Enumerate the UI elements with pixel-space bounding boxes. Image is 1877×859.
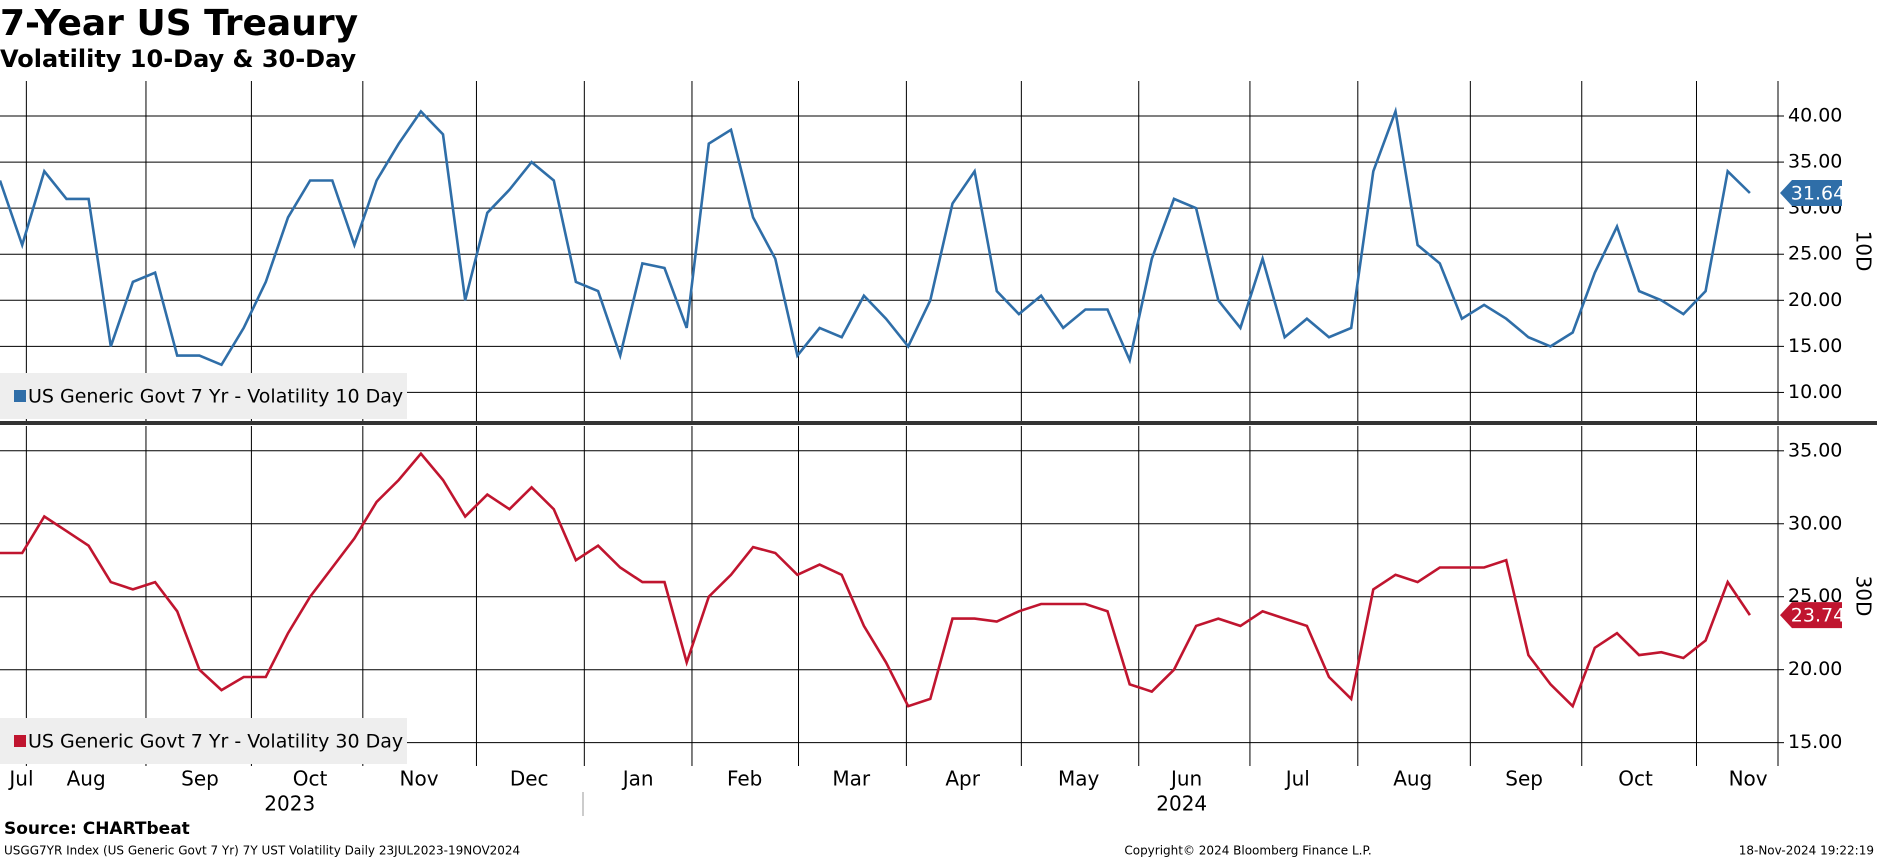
x-tick-label: Nov	[400, 767, 439, 791]
legend-label: US Generic Govt 7 Yr - Volatility 30 Day	[28, 731, 403, 753]
x-tick-label: Aug	[1393, 767, 1432, 791]
legend-box	[0, 373, 407, 419]
legend-label: US Generic Govt 7 Yr - Volatility 10 Day	[28, 386, 403, 408]
last-value-tag	[1780, 180, 1842, 207]
y-tick-label: 10.00	[1788, 381, 1842, 403]
x-tick-label: Feb	[727, 767, 762, 791]
x-tick-label: Dec	[510, 767, 549, 791]
x-tick-label: Jun	[1169, 767, 1202, 791]
x-tick-label: Aug	[67, 767, 106, 791]
chart-subtitle: Volatility 10-Day & 30-Day	[0, 45, 357, 73]
x-tick-label: Jul	[1284, 767, 1310, 791]
x-tick-label: Apr	[945, 767, 980, 791]
y-tick-label: 15.00	[1788, 335, 1842, 357]
x-tick-label: Jul	[7, 767, 33, 791]
x-tick-label: Oct	[293, 767, 328, 791]
footer-left: USGG7YR Index (US Generic Govt 7 Yr) 7Y …	[4, 844, 520, 858]
y-tick-label: 15.00	[1788, 731, 1842, 753]
y-axis-label: 10D	[1852, 231, 1876, 272]
source: Source: CHARTbeat	[4, 819, 190, 839]
legend-swatch	[14, 390, 26, 402]
last-value-label: 31.64	[1791, 183, 1845, 205]
y-tick-label: 20.00	[1788, 658, 1842, 680]
last-value-tag	[1780, 602, 1842, 629]
y-tick-label: 35.00	[1788, 439, 1842, 461]
x-tick-label: Sep	[181, 767, 219, 791]
line-series	[0, 106, 1751, 367]
y-tick-label: 30.00	[1788, 512, 1842, 534]
y-tick-label: 25.00	[1788, 585, 1842, 607]
legend-box	[0, 718, 407, 764]
x-tick-label: Mar	[832, 767, 871, 791]
last-value-label: 23.74	[1791, 605, 1845, 627]
year-label: 2024	[1156, 792, 1207, 816]
x-tick-label: May	[1058, 767, 1100, 791]
x-tick-label: Nov	[1729, 767, 1768, 791]
y-tick-label: 40.00	[1788, 105, 1842, 127]
x-tick-label: Sep	[1505, 767, 1543, 791]
chart-title: 7-Year US Treaury	[0, 3, 358, 44]
y-tick-label: 35.00	[1788, 151, 1842, 173]
x-tick-label: Oct	[1618, 767, 1653, 791]
y-axis-label: 30D	[1852, 576, 1876, 617]
line-series	[0, 451, 1751, 709]
x-tick-label: Jan	[621, 767, 654, 791]
y-tick-label: 25.00	[1788, 243, 1842, 265]
y-tick-label: 20.00	[1788, 289, 1842, 311]
footer-right: 18-Nov-2024 19:22:19	[1739, 844, 1874, 858]
footer-center: Copyright© 2024 Bloomberg Finance L.P.	[1124, 844, 1371, 858]
year-label: 2023	[264, 792, 315, 816]
legend-swatch	[14, 735, 26, 747]
